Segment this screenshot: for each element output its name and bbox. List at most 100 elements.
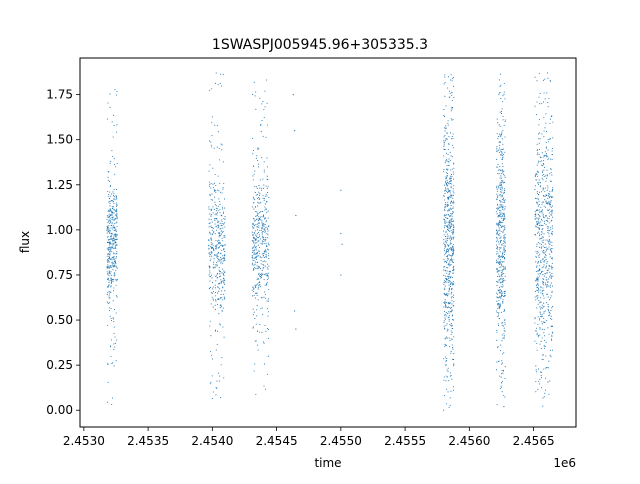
data-point (110, 230, 112, 232)
data-point (547, 239, 549, 241)
data-point (497, 289, 499, 291)
data-point (108, 272, 110, 274)
data-point (550, 250, 552, 252)
data-point (501, 148, 503, 150)
data-point (500, 271, 502, 273)
data-point (448, 258, 450, 260)
data-point (502, 299, 504, 301)
data-point (208, 181, 211, 183)
data-point (108, 213, 110, 215)
data-point (256, 197, 258, 199)
data-point (115, 279, 117, 281)
data-point (539, 273, 541, 275)
data-point (450, 276, 452, 278)
data-point (503, 200, 505, 202)
data-point (209, 255, 211, 257)
data-point (108, 231, 110, 233)
data-point (116, 218, 118, 220)
data-point (113, 237, 115, 239)
data-point (537, 133, 540, 135)
data-point (254, 170, 256, 172)
data-point (537, 290, 539, 292)
data-point (220, 85, 222, 87)
data-point (551, 190, 554, 192)
data-point (503, 219, 505, 221)
data-point (262, 195, 264, 197)
data-point (110, 247, 112, 249)
data-point (108, 219, 110, 221)
data-point (212, 212, 214, 214)
data-point (447, 236, 449, 238)
data-point (504, 249, 506, 251)
data-point (496, 296, 498, 298)
data-point (260, 123, 262, 126)
data-point (445, 312, 447, 314)
data-point (444, 356, 446, 358)
data-point (447, 120, 449, 122)
data-point (496, 190, 498, 192)
data-point (116, 202, 118, 204)
data-point (543, 130, 545, 132)
data-point (110, 307, 112, 309)
data-point (544, 321, 546, 324)
data-point (115, 215, 117, 217)
data-point (108, 246, 111, 248)
data-point (453, 363, 455, 365)
data-point (217, 212, 219, 214)
data-point (255, 323, 257, 325)
data-point (265, 217, 267, 219)
data-point (499, 144, 501, 146)
data-point (453, 365, 455, 367)
data-point (446, 168, 448, 170)
data-point (534, 215, 536, 217)
data-point (537, 250, 539, 252)
data-point (503, 229, 505, 231)
data-point (263, 116, 265, 118)
data-point (106, 255, 108, 257)
data-point (496, 285, 498, 287)
data-point (445, 365, 447, 367)
data-point (295, 328, 297, 330)
data-point (450, 306, 453, 309)
data-point (111, 223, 113, 225)
data-point (538, 118, 540, 121)
data-point (443, 239, 445, 241)
data-point (112, 208, 114, 210)
data-point (447, 257, 449, 260)
data-point (453, 202, 455, 204)
data-point (497, 239, 499, 241)
data-point (545, 206, 547, 208)
data-point (496, 118, 498, 120)
data-point (444, 288, 446, 291)
data-point (110, 233, 112, 235)
data-point (219, 304, 221, 306)
data-point (537, 316, 539, 318)
data-point (267, 210, 269, 212)
data-point (498, 303, 500, 305)
data-point (534, 234, 536, 236)
data-point (504, 322, 506, 324)
data-point (500, 297, 502, 299)
data-point (251, 289, 253, 291)
data-point (501, 294, 503, 297)
data-point (536, 101, 538, 103)
data-point (542, 259, 544, 261)
data-point (212, 291, 214, 293)
data-point (503, 335, 505, 337)
data-point (450, 352, 452, 354)
data-point (208, 274, 210, 276)
data-point (500, 112, 503, 115)
data-point (537, 183, 540, 185)
data-point (539, 132, 541, 134)
data-point (253, 232, 255, 234)
data-point (545, 200, 547, 202)
data-point (498, 273, 500, 275)
data-point (252, 327, 254, 329)
data-point (451, 80, 453, 82)
data-point (221, 219, 223, 221)
data-point (546, 217, 548, 219)
data-point (453, 220, 455, 222)
data-point (499, 241, 502, 244)
data-point (449, 235, 451, 237)
data-point (502, 95, 504, 97)
